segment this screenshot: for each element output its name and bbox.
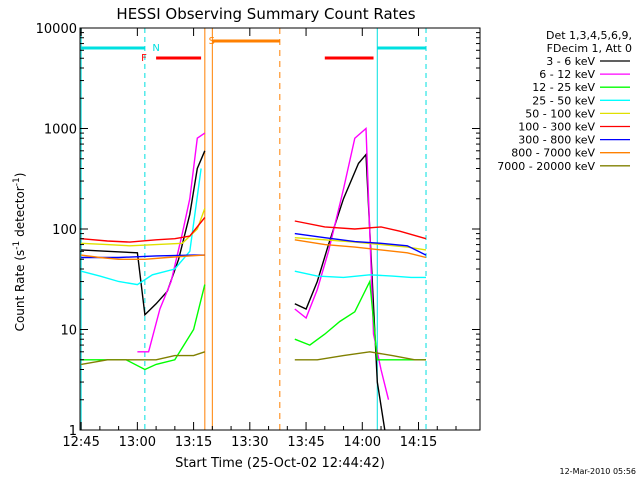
series-line-1: [81, 150, 206, 317]
series-line-6: [81, 217, 206, 243]
x-tick-label: 13:45: [287, 435, 324, 450]
legend-header-line-2: FDecim 1, Att 0: [547, 42, 632, 55]
x-tick-label: 13:00: [119, 435, 156, 450]
y-tick-label: 100: [52, 223, 77, 238]
series-line-1: [294, 152, 386, 431]
legend-header-line-1: Det 1,3,4,5,6,9,: [546, 29, 632, 42]
y-tick-label: 10000: [36, 22, 77, 37]
series-line-2: [294, 127, 390, 400]
series-line-8: [81, 254, 205, 260]
chart-title: HESSI Observing Summary Count Rates: [116, 5, 415, 23]
x-tick-label: 13:15: [175, 435, 212, 450]
y-tick-label: 10: [60, 324, 77, 339]
series-line-7: [294, 232, 427, 256]
y-axis-label: Count Rate (s-1 detector-1): [12, 173, 27, 332]
x-tick-label: 14:15: [400, 435, 437, 450]
y-tick-label: 1: [69, 424, 77, 439]
legend-label: 300 - 800 keV: [518, 134, 595, 147]
series-line-9: [294, 351, 426, 361]
series-line-2: [137, 132, 206, 353]
series-line-4: [80, 168, 202, 286]
legend-label: 6 - 12 keV: [539, 68, 595, 81]
legend-label: 3 - 6 keV: [546, 55, 595, 68]
footer-date: 12-Mar-2010 05:56: [560, 467, 637, 476]
legend-label: 100 - 300 keV: [518, 121, 595, 134]
y-tick-label: 1000: [44, 123, 77, 138]
legend-label: 50 - 100 keV: [525, 107, 595, 120]
flag-letter-f: F: [141, 53, 147, 64]
series-line-3: [294, 278, 426, 361]
x-axis-label: Start Time (25-Oct-02 12:44:42): [175, 456, 385, 471]
legend-label: 7000 - 20000 keV: [497, 160, 595, 173]
legend-label: 800 - 7000 keV: [511, 147, 595, 160]
x-tick-label: 12:45: [62, 435, 99, 450]
series-line-6: [294, 220, 427, 240]
flag-letter-n: N: [152, 43, 159, 54]
series-line-8: [294, 239, 427, 259]
x-tick-label: 14:00: [344, 435, 381, 450]
flag-letter-s: S: [209, 36, 215, 47]
series-line-5: [81, 208, 206, 247]
legend-label: 25 - 50 keV: [532, 94, 595, 107]
series-line-4: [294, 270, 426, 279]
legend-label: 12 - 25 keV: [532, 81, 595, 94]
x-tick-label: 13:30: [231, 435, 268, 450]
series-line-9: [80, 351, 206, 366]
